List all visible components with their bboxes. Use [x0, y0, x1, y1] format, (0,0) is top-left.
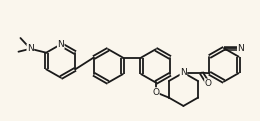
Text: N: N	[57, 40, 64, 49]
Text: N: N	[27, 44, 34, 53]
Text: N: N	[237, 44, 244, 53]
Text: O: O	[205, 79, 212, 88]
Text: N: N	[180, 68, 187, 77]
Text: O: O	[152, 88, 159, 97]
